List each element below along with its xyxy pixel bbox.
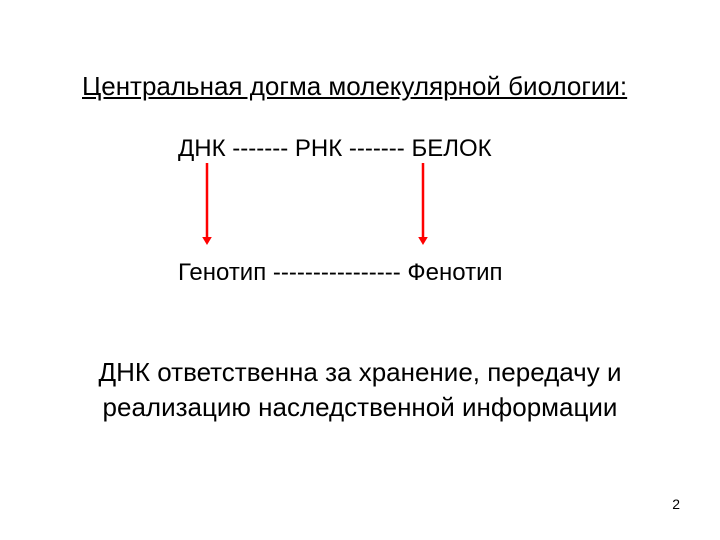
description-line-2: реализацию наследственной информации (0, 390, 720, 425)
page-number: 2 (672, 496, 680, 512)
arrow-right-head (418, 237, 428, 245)
description-block: ДНК ответственна за хранение, передачу и… (0, 355, 720, 425)
dogma-line: ДНК ------- РНК ------- БЕЛОК (178, 135, 492, 163)
arrow-left-head (202, 237, 212, 245)
genotype-phenotype-line: Генотип ---------------- Фенотип (178, 259, 502, 287)
slide-title: Центральная догма молекулярной биологии: (82, 71, 627, 102)
slide: Центральная догма молекулярной биологии:… (0, 0, 720, 540)
description-line-1: ДНК ответственна за хранение, передачу и (0, 355, 720, 390)
